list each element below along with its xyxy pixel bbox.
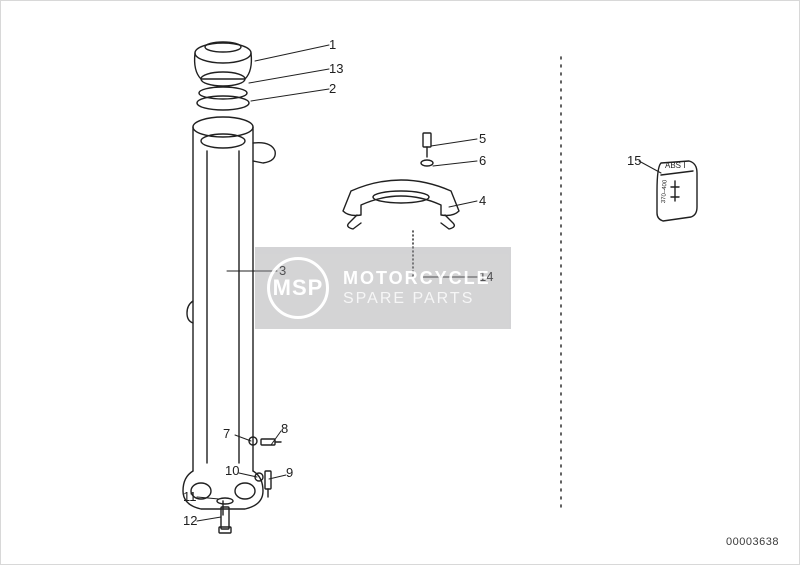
watermark-text: MOTORCYCLE SPARE PARTS xyxy=(343,267,491,310)
watermark: MSP MOTORCYCLE SPARE PARTS xyxy=(255,247,511,329)
drawing-number: 00003638 xyxy=(726,536,779,548)
callout-9: 9 xyxy=(286,465,293,480)
callout-5: 5 xyxy=(479,131,486,146)
callout-1: 1 xyxy=(329,37,336,52)
callout-11: 11 xyxy=(183,489,197,504)
callout-4: 4 xyxy=(479,193,486,208)
watermark-logo-text: MSP xyxy=(273,275,324,301)
callout-7: 7 xyxy=(223,426,230,441)
callout-13: 13 xyxy=(329,61,343,76)
watermark-line1: MOTORCYCLE xyxy=(343,267,491,290)
watermark-logo: MSP xyxy=(267,257,329,319)
callout-15: 15 xyxy=(627,153,641,168)
watermark-line2: SPARE PARTS xyxy=(343,289,491,309)
callout-8: 8 xyxy=(281,421,288,436)
badge-15-top: ABS I xyxy=(665,161,685,170)
diagram-canvas: 1 13 2 5 6 4 3 14 15 7 8 9 10 11 12 ABS … xyxy=(0,0,800,565)
callout-6: 6 xyxy=(479,153,486,168)
callout-10: 10 xyxy=(225,463,239,478)
callout-2: 2 xyxy=(329,81,336,96)
callout-12: 12 xyxy=(183,513,197,528)
